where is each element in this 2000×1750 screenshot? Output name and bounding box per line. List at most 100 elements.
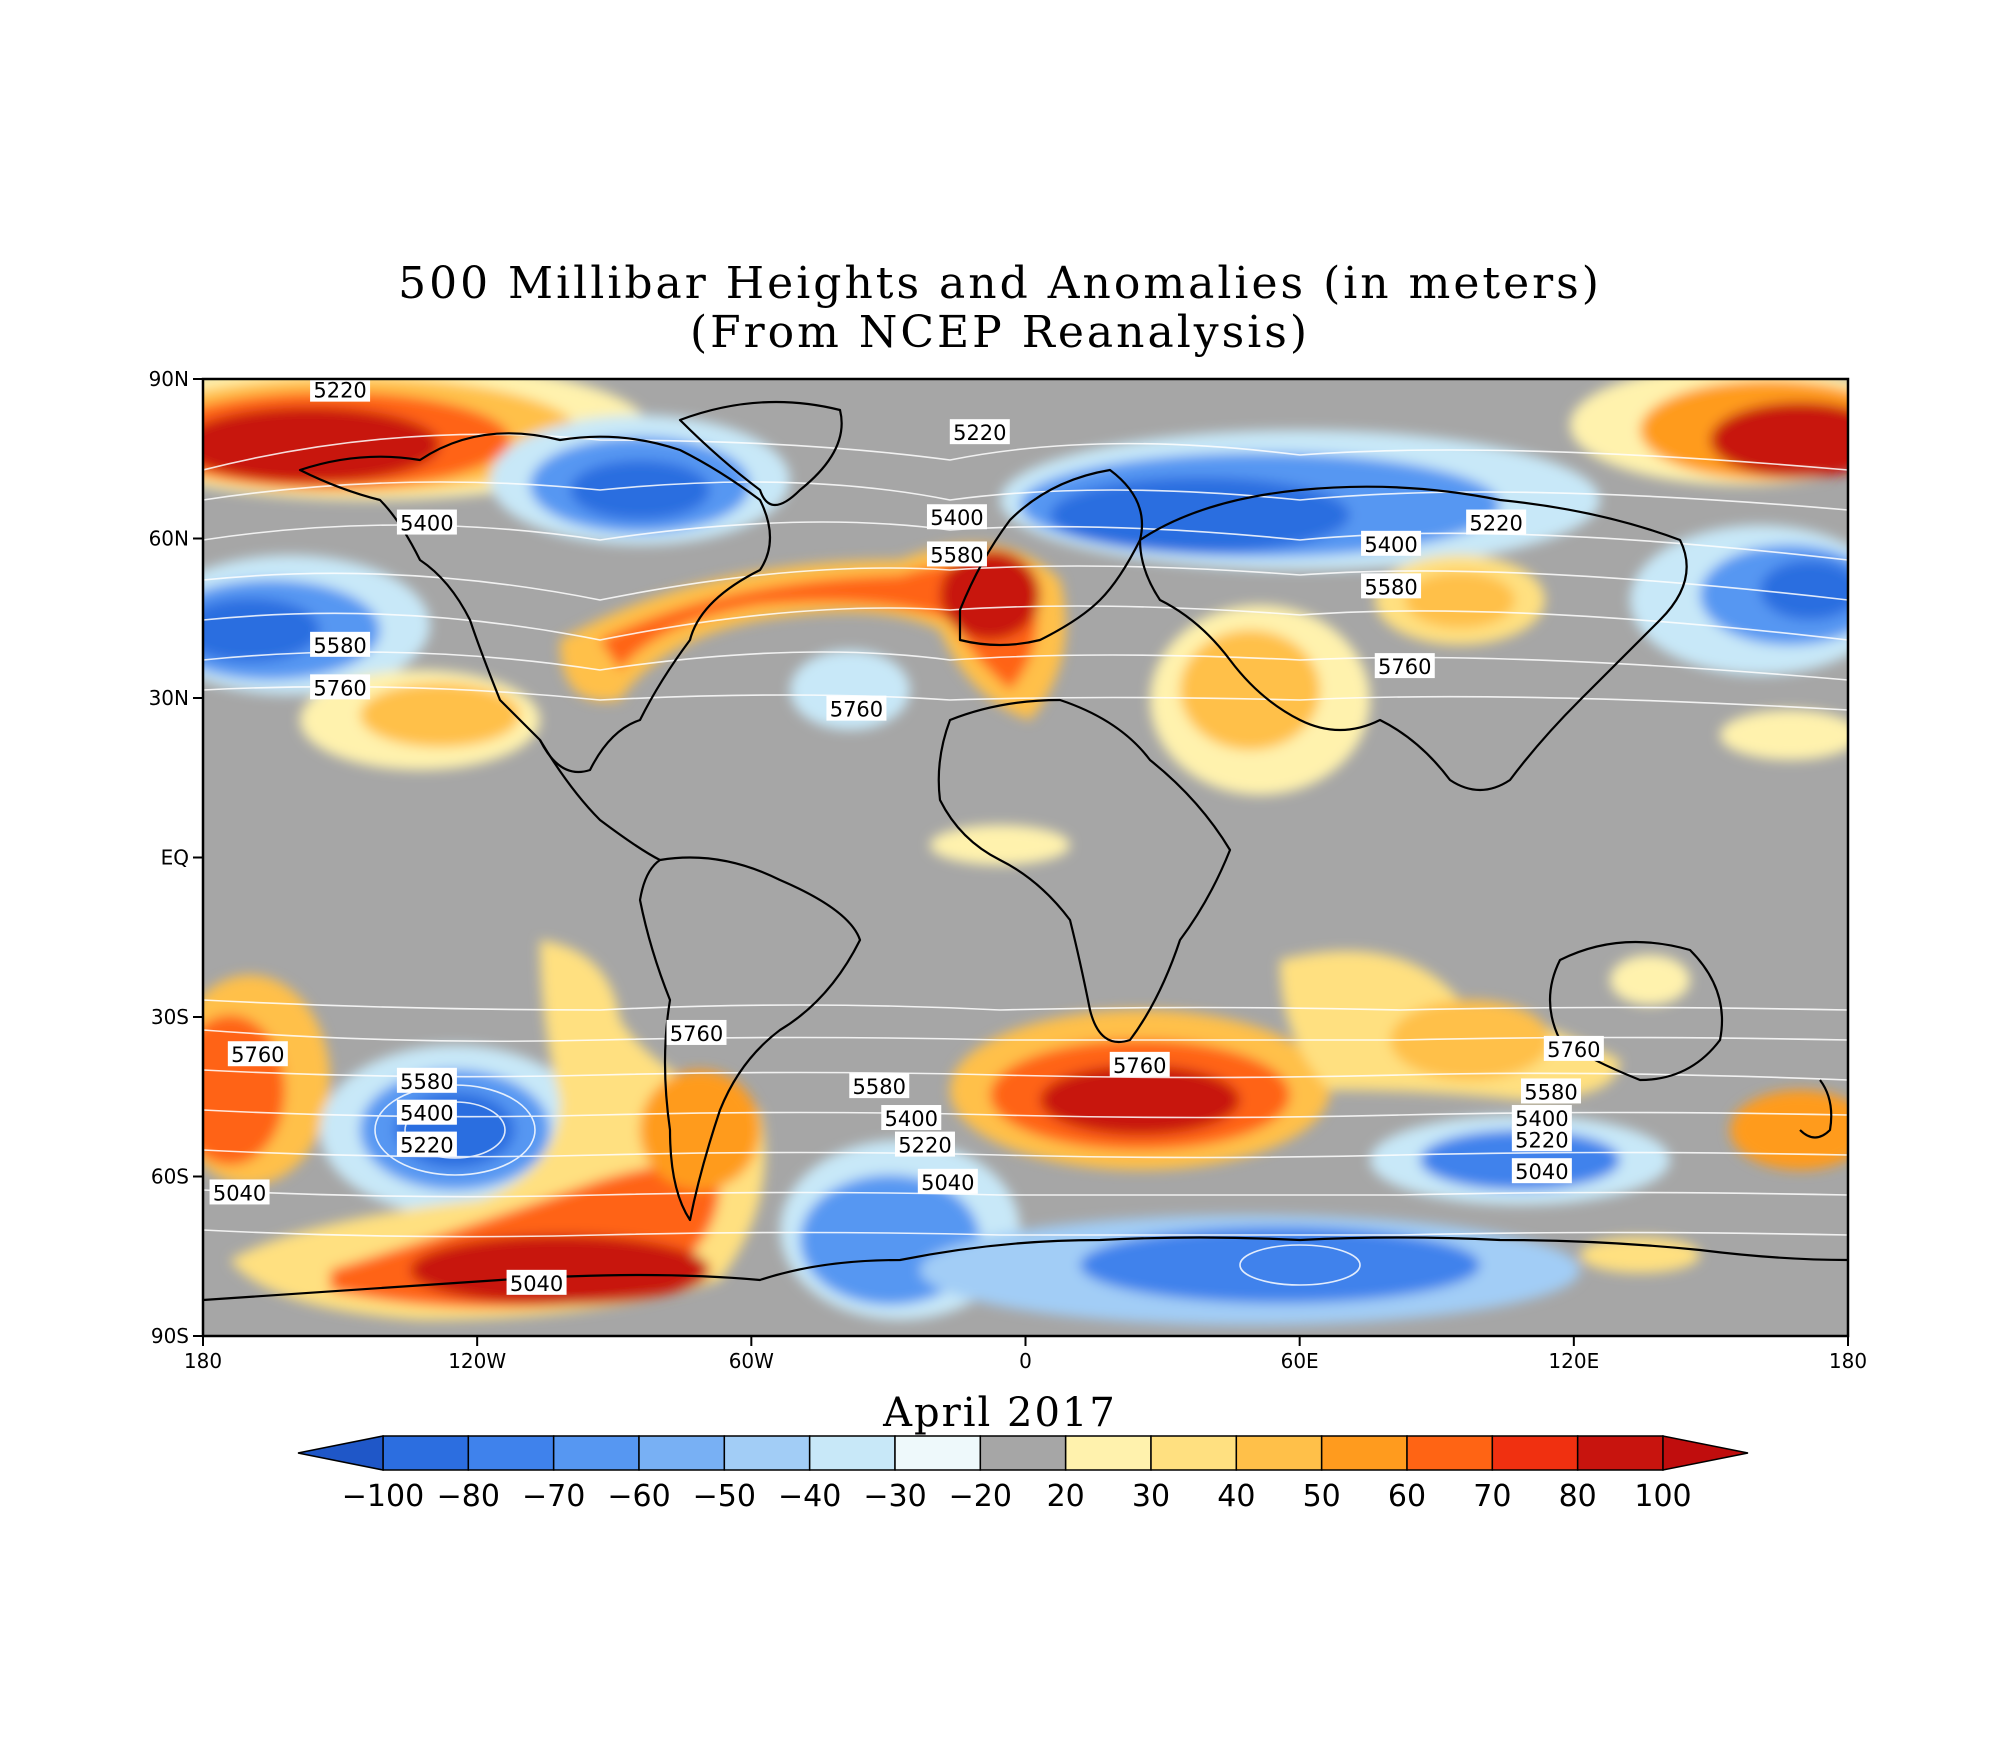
contour-label-text: 5580 [400, 1070, 453, 1094]
contour-label: 5760 [1374, 653, 1435, 679]
contour-label-text: 5040 [921, 1171, 974, 1195]
contour-label-text: 5760 [1547, 1038, 1600, 1062]
colorbar-label: 30 [1132, 1479, 1170, 1514]
contour-label: 5580 [1520, 1078, 1581, 1104]
lon-tick-label: 180 [1829, 1349, 1867, 1373]
contour-label-box [1511, 1126, 1572, 1152]
contour-label: 5220 [949, 419, 1010, 445]
colorbar-swatch [467, 1435, 555, 1471]
contour-label: 5400 [396, 509, 457, 536]
colorbar: −100 −80 −70 −60 −50 −40 −30 −20 20 30 40 50 60 70 80 1… [297, 1435, 1749, 1514]
contour-label-box [1361, 530, 1422, 556]
contour-label: 5760 [310, 674, 371, 700]
contour-label-box [926, 541, 987, 567]
contour-label-box [310, 674, 371, 700]
contour-label-box [666, 1019, 727, 1045]
contour-label-box [1511, 1158, 1572, 1184]
contour-label-box [396, 509, 457, 535]
contour-label-text: 5400 [400, 512, 453, 536]
contour-label-box [881, 1105, 942, 1131]
contour-label-text: 5220 [1515, 1128, 1568, 1152]
contour-label-box [917, 1168, 978, 1194]
lon-tick-label: 120E [1548, 1349, 1599, 1373]
colorbar-label: −70 [522, 1479, 585, 1514]
lat-tick-label: 60N [149, 527, 189, 551]
contour-label-text: 5040 [510, 1272, 563, 1296]
contour-label-text: 5580 [313, 634, 366, 658]
contour-label: 5580 [926, 541, 987, 567]
contour-label: 5040 [1511, 1158, 1572, 1184]
lat-tick-label: 90S [151, 1324, 189, 1348]
contour-label-text: 5400 [1364, 533, 1417, 557]
contour-label: 5220 [396, 1131, 457, 1158]
contour-label-text: 5220 [898, 1134, 951, 1158]
contour-label: 5220 [1511, 1126, 1572, 1152]
contour-label-box [826, 695, 887, 721]
contour-label-text: 5400 [930, 506, 983, 530]
contour-label-box [310, 379, 371, 402]
contour-label-text: 5760 [830, 698, 883, 722]
contour-label-box [849, 1073, 910, 1099]
lon-tick-label: 0 [1019, 1349, 1032, 1373]
latitude-axis: 90N 60N 30N EQ 30S 60S 90S [149, 367, 203, 1348]
contour-label-text: 5760 [1113, 1054, 1166, 1078]
contour-label-box [310, 631, 371, 657]
colorbar-label: −20 [949, 1479, 1012, 1514]
lon-tick-label: 180 [184, 1349, 222, 1373]
contour-label-box [1520, 1078, 1581, 1104]
contour-label: 5580 [1361, 573, 1422, 599]
colorbar-swatch [979, 1435, 1067, 1471]
contour-label-text: 5400 [885, 1107, 938, 1131]
contour-label-text: 5580 [853, 1075, 906, 1099]
contour-label: 5040 [209, 1179, 270, 1205]
colorbar-label: −100 [342, 1479, 424, 1514]
contour-label: 5040 [917, 1168, 978, 1195]
colorbar-swatch [808, 1435, 896, 1471]
contour-label-text: 5760 [670, 1022, 723, 1046]
contour-label-text: 5760 [231, 1043, 284, 1067]
colorbar-label: −80 [437, 1479, 500, 1514]
colorbar-swatch [638, 1435, 726, 1471]
colorbar-swatch [1491, 1435, 1579, 1471]
colorbar-swatch [1320, 1435, 1408, 1471]
contour-label: 5760 [666, 1019, 727, 1046]
contour-label: 5220 [894, 1131, 955, 1158]
contour-label: 5220 [1466, 509, 1527, 536]
colorbar-swatch [1235, 1435, 1323, 1471]
contour-label-box [396, 1099, 457, 1125]
month-label: April 2017 [883, 1390, 1117, 1436]
contour-label-box [506, 1269, 567, 1295]
contour-label-box [1466, 509, 1527, 535]
lon-tick-label: 120W [448, 1349, 506, 1373]
contour-label-text: 5220 [400, 1134, 453, 1158]
colorbar-label: −50 [693, 1479, 756, 1514]
contour-label-text: 5220 [953, 421, 1006, 445]
lat-tick-label: 30N [149, 686, 189, 710]
contour-label-box [1109, 1051, 1170, 1077]
colorbar-label: −40 [778, 1479, 841, 1514]
colorbar-label: 50 [1303, 1479, 1341, 1514]
colorbar-label: −60 [607, 1479, 670, 1514]
chart-subtitle: (From NCEP Reanalysis) [689, 307, 1311, 358]
colorbar-swatch [1406, 1435, 1494, 1471]
colorbar-swatch [552, 1435, 640, 1471]
colorbar-swatch [894, 1435, 982, 1471]
colorbar-swatch [723, 1435, 811, 1471]
contour-label: 5400 [881, 1105, 942, 1131]
colorbar-swatch [1064, 1435, 1152, 1471]
contour-label-text: 5220 [1469, 512, 1522, 536]
colorbar-swatch [1576, 1435, 1664, 1471]
colorbar-label: −30 [863, 1479, 926, 1514]
contour-label: 5760 [227, 1041, 288, 1067]
colorbar-label: 20 [1047, 1479, 1085, 1514]
contour-label: 5760 [1109, 1051, 1170, 1078]
colorbar-low-arrow [297, 1435, 384, 1471]
lat-tick-label: EQ [161, 846, 189, 870]
contour-label-text: 5400 [400, 1102, 453, 1126]
contour-label: 5580 [396, 1067, 457, 1094]
colorbar-label: 80 [1559, 1479, 1597, 1514]
contour-label-box [1511, 1105, 1572, 1131]
colorbar-label: 100 [1634, 1479, 1691, 1514]
contour-label-text: 5220 [313, 379, 366, 403]
